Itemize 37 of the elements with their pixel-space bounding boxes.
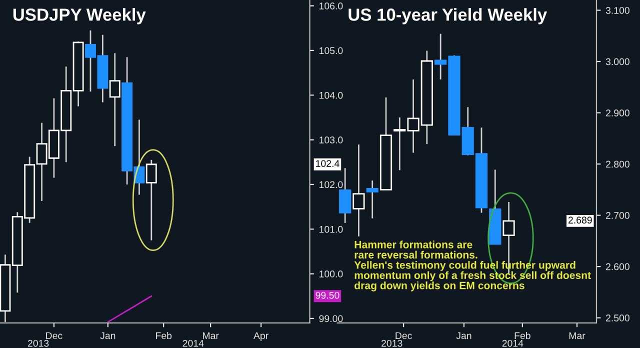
- x-tick-label: Mar: [202, 332, 219, 340]
- x2-tick-label: 2013: [382, 340, 402, 347]
- y-tick-label: 106.0: [320, 2, 343, 10]
- x-tick-label: Apr: [253, 332, 268, 342]
- annotation: 2.689: [568, 216, 592, 224]
- candlestick: [366, 180, 378, 220]
- y-tick-label: 2.600: [606, 263, 630, 270]
- x-tick-label: Jan: [100, 332, 116, 340]
- y-tick-label: 101.0: [320, 226, 343, 233]
- y-tick-label: 2.500: [606, 314, 630, 322]
- y-tick-label: 103.0: [320, 136, 343, 144]
- y-tick-label: 105.0: [320, 47, 343, 54]
- y-tick-label: 102.0: [320, 181, 343, 188]
- chart-title: USDJPY Weekly: [13, 8, 146, 24]
- x-tick-label: Feb: [156, 332, 172, 340]
- annotation: 99.50: [316, 292, 340, 299]
- x2-tick-label: 2014: [502, 340, 524, 347]
- candlestick: [146, 159, 157, 242]
- y-tick-label: 99.00: [319, 315, 343, 322]
- y-tick-label: 100.0: [320, 270, 343, 278]
- y-tick-label: 3.000: [606, 58, 630, 66]
- candlestick: [109, 52, 120, 147]
- y-tick-label: 2.800: [606, 160, 630, 168]
- y-tick-label: 2.700: [606, 212, 630, 219]
- chart-title: US 10-year Yield Weekly: [348, 8, 548, 24]
- candlestick: [352, 144, 365, 238]
- x-tick-label: Mar: [569, 332, 586, 340]
- y-tick-label: 2.900: [606, 110, 630, 116]
- x-tick-label: Feb: [514, 332, 530, 340]
- annotation: 102.4: [316, 160, 340, 167]
- x2-tick-label: 2014: [182, 340, 204, 347]
- x2-tick-label: 2013: [28, 340, 49, 347]
- x-tick-label: Dec: [46, 332, 62, 340]
- y-tick-label: 104.0: [320, 92, 343, 99]
- y-tick-label: 3.100: [606, 6, 630, 14]
- x-tick-label: Dec: [396, 332, 412, 340]
- x-tick-label: Jan: [456, 332, 472, 340]
